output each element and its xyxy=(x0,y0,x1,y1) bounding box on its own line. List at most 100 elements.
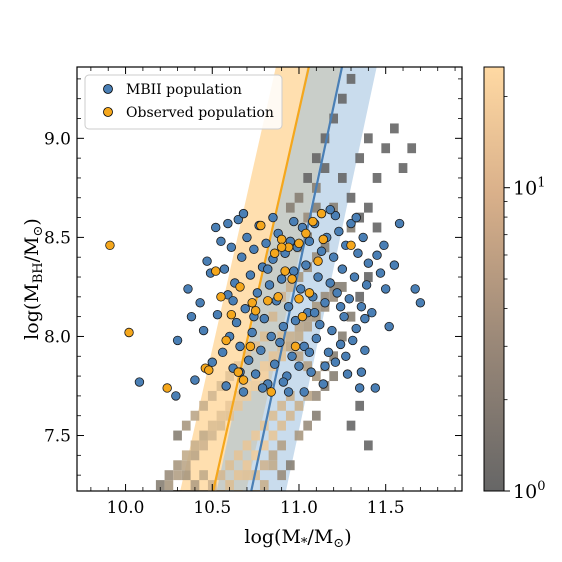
mbii-point xyxy=(375,268,386,278)
hist-cell xyxy=(311,153,321,164)
mbii-point xyxy=(351,212,361,223)
hist-cell xyxy=(199,470,208,481)
hist-cell xyxy=(251,341,260,352)
hist-cell xyxy=(338,173,347,183)
observed-point xyxy=(290,341,301,352)
mbii-point xyxy=(337,264,348,274)
mbii-point xyxy=(283,387,294,397)
mbii-point xyxy=(226,242,237,252)
hist-cell xyxy=(164,470,174,481)
mbii-point xyxy=(348,335,358,346)
colorbar-gradient xyxy=(483,66,505,492)
hist-cell xyxy=(285,202,295,213)
observed-point xyxy=(211,266,221,276)
mbii-point xyxy=(278,377,289,387)
hist-cell xyxy=(364,202,373,213)
mbii-point xyxy=(252,288,263,298)
hist-cell xyxy=(199,440,208,451)
hist-cell xyxy=(190,450,200,461)
hist-cell xyxy=(190,480,200,491)
hist-cell xyxy=(242,381,252,391)
mbii-point xyxy=(379,240,389,251)
mbii-point xyxy=(309,307,320,318)
hist-cell xyxy=(155,480,165,491)
mbii-point xyxy=(134,377,145,387)
hist-cell xyxy=(181,470,191,481)
hist-cell xyxy=(277,331,286,342)
hist-cell xyxy=(173,430,182,441)
observed-point xyxy=(238,375,249,385)
mbii-point xyxy=(334,226,344,237)
hist-cell xyxy=(320,242,330,253)
hist-cell xyxy=(233,450,243,461)
mbii-point xyxy=(294,361,304,371)
mbii-point xyxy=(290,315,301,326)
mbii-point xyxy=(264,280,275,290)
mbii-point xyxy=(243,355,254,365)
mbii-point xyxy=(296,284,306,294)
mbii-point xyxy=(370,383,380,393)
observed-point xyxy=(273,292,283,302)
mbii-point xyxy=(361,280,372,290)
mbii-point xyxy=(249,244,259,254)
hist-cell xyxy=(311,390,321,401)
hist-cell xyxy=(259,480,269,491)
observed-point xyxy=(318,234,328,245)
observed-point xyxy=(226,309,237,320)
mbii-point xyxy=(367,307,377,318)
mbii-point xyxy=(198,325,209,336)
hist-cell xyxy=(320,133,330,144)
hist-cell xyxy=(259,361,269,372)
mbii-point xyxy=(259,313,269,324)
mbii-point xyxy=(389,260,400,270)
hist-cell xyxy=(259,371,269,382)
observed-point xyxy=(297,311,308,322)
mbii-point xyxy=(219,264,230,274)
hist-cell xyxy=(311,301,321,312)
mbii-point xyxy=(332,288,342,298)
mbii-point xyxy=(299,387,309,397)
mbii-point xyxy=(212,309,223,320)
hist-cell xyxy=(311,410,321,421)
observed-point xyxy=(294,238,304,249)
observed-point xyxy=(124,327,134,338)
hist-cell xyxy=(225,400,234,411)
observed-point xyxy=(204,365,214,375)
fit-line-observed_fit xyxy=(212,67,310,491)
mbii-point xyxy=(342,369,353,379)
mbii-point xyxy=(304,347,315,358)
mbii-point xyxy=(316,246,327,256)
mbii-point xyxy=(351,323,361,334)
mbii-point xyxy=(328,252,339,262)
y-tick-label: 7.5 xyxy=(44,427,71,447)
mbii-point xyxy=(380,284,391,294)
hist-cell xyxy=(329,291,339,302)
hist-cell xyxy=(329,281,339,292)
x-tick-label: 10.5 xyxy=(193,498,231,518)
mbii-point xyxy=(270,359,280,369)
hist-cell xyxy=(268,460,278,471)
legend-label-observed: Observed population xyxy=(126,105,274,121)
hist-cell xyxy=(277,351,286,362)
mbii-point xyxy=(211,222,221,233)
mbii-point xyxy=(238,387,249,397)
observed-point xyxy=(280,266,290,276)
hist-cell xyxy=(303,361,312,372)
hist-cell xyxy=(259,440,269,451)
mbii-point xyxy=(186,311,197,322)
mbii-point xyxy=(287,351,297,361)
hist-cell xyxy=(346,420,356,431)
y-tick-label: 8.5 xyxy=(44,228,71,248)
observed-point xyxy=(276,234,287,245)
observed-point xyxy=(346,240,356,251)
mbii-point xyxy=(240,304,250,314)
hist-cell xyxy=(329,113,339,124)
mbii-point xyxy=(301,260,311,270)
hist-cell xyxy=(207,390,217,401)
hist-cell xyxy=(199,400,208,411)
observed-point xyxy=(316,208,327,219)
axes-frame xyxy=(76,66,463,492)
mbii-point xyxy=(171,391,181,401)
colorbar-tick-label: 101 xyxy=(513,176,545,200)
